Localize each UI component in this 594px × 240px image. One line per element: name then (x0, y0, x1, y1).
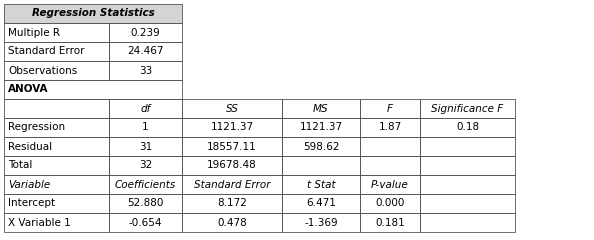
Bar (360, 99, 420, 118)
Text: 6.471: 6.471 (306, 198, 336, 209)
Text: 52.880: 52.880 (127, 198, 164, 209)
Bar (182, 194, 282, 213)
Text: Intercept: Intercept (8, 198, 55, 209)
Text: -0.654: -0.654 (129, 217, 162, 228)
Bar (360, 213, 420, 232)
Text: Coefficients: Coefficients (115, 180, 176, 190)
Bar (109, 194, 182, 213)
Text: Total: Total (8, 161, 33, 170)
Bar (109, 175, 182, 194)
Text: df: df (140, 103, 151, 114)
Bar (282, 118, 360, 137)
Text: 32: 32 (139, 161, 152, 170)
Bar (182, 99, 282, 118)
Bar (282, 175, 360, 194)
Text: 0.239: 0.239 (131, 28, 160, 37)
Text: P-value: P-value (371, 180, 409, 190)
Bar (360, 118, 420, 137)
Bar (420, 118, 515, 137)
Text: ANOVA: ANOVA (8, 84, 49, 95)
Bar (360, 175, 420, 194)
Bar (4, 4, 182, 23)
Bar (109, 23, 182, 42)
Text: Residual: Residual (8, 142, 52, 151)
Text: 24.467: 24.467 (127, 47, 164, 56)
Bar (109, 118, 182, 137)
Text: Regression: Regression (8, 122, 65, 132)
Bar (420, 156, 515, 175)
Bar (109, 156, 182, 175)
Text: SS: SS (226, 103, 238, 114)
Bar (360, 194, 420, 213)
Bar (420, 175, 515, 194)
Bar (109, 61, 182, 80)
Bar (4, 137, 109, 156)
Bar (282, 213, 360, 232)
Text: 598.62: 598.62 (303, 142, 339, 151)
Bar (182, 137, 282, 156)
Bar (182, 175, 282, 194)
Text: 1: 1 (142, 122, 149, 132)
Bar (360, 156, 420, 175)
Bar (4, 118, 109, 137)
Bar (420, 194, 515, 213)
Text: Significance F: Significance F (431, 103, 504, 114)
Bar (109, 137, 182, 156)
Text: Variable: Variable (8, 180, 50, 190)
Text: 0.181: 0.181 (375, 217, 405, 228)
Bar (282, 99, 360, 118)
Bar (4, 80, 182, 99)
Text: 1121.37: 1121.37 (299, 122, 343, 132)
Text: 33: 33 (139, 66, 152, 76)
Bar (4, 23, 109, 42)
Bar (4, 61, 109, 80)
Text: MS: MS (313, 103, 329, 114)
Bar (109, 99, 182, 118)
Bar (4, 156, 109, 175)
Bar (282, 137, 360, 156)
Bar (4, 194, 109, 213)
Bar (4, 99, 109, 118)
Bar (360, 137, 420, 156)
Bar (109, 213, 182, 232)
Bar (109, 42, 182, 61)
Bar (420, 99, 515, 118)
Bar (4, 4, 182, 23)
Bar (420, 137, 515, 156)
Text: 0.000: 0.000 (375, 198, 405, 209)
Bar (4, 213, 109, 232)
Text: 0.478: 0.478 (217, 217, 247, 228)
Bar (282, 194, 360, 213)
Bar (182, 156, 282, 175)
Text: X Variable 1: X Variable 1 (8, 217, 71, 228)
Text: 1121.37: 1121.37 (210, 122, 254, 132)
Text: t Stat: t Stat (307, 180, 335, 190)
Text: Observations: Observations (8, 66, 77, 76)
Text: 31: 31 (139, 142, 152, 151)
Text: Regression Statistics: Regression Statistics (31, 8, 154, 18)
Text: 1.87: 1.87 (378, 122, 402, 132)
Text: -1.369: -1.369 (304, 217, 338, 228)
Bar (4, 42, 109, 61)
Text: 0.18: 0.18 (456, 122, 479, 132)
Text: Multiple R: Multiple R (8, 28, 60, 37)
Text: 19678.48: 19678.48 (207, 161, 257, 170)
Text: 8.172: 8.172 (217, 198, 247, 209)
Text: Standard Error: Standard Error (8, 47, 84, 56)
Text: F: F (387, 103, 393, 114)
Bar (182, 213, 282, 232)
Text: 18557.11: 18557.11 (207, 142, 257, 151)
Bar (182, 118, 282, 137)
Bar (4, 175, 109, 194)
Bar (282, 156, 360, 175)
Bar (420, 213, 515, 232)
Text: Standard Error: Standard Error (194, 180, 270, 190)
